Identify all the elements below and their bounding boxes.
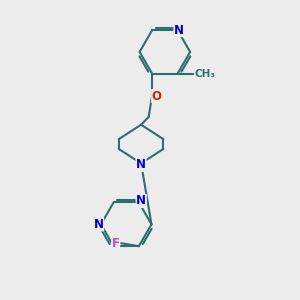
Text: F: F (112, 237, 120, 250)
Text: N: N (94, 218, 103, 231)
Text: CH₃: CH₃ (195, 69, 216, 79)
Text: N: N (174, 23, 184, 37)
Text: N: N (136, 194, 146, 207)
Text: N: N (136, 158, 146, 171)
Text: O: O (152, 90, 162, 103)
